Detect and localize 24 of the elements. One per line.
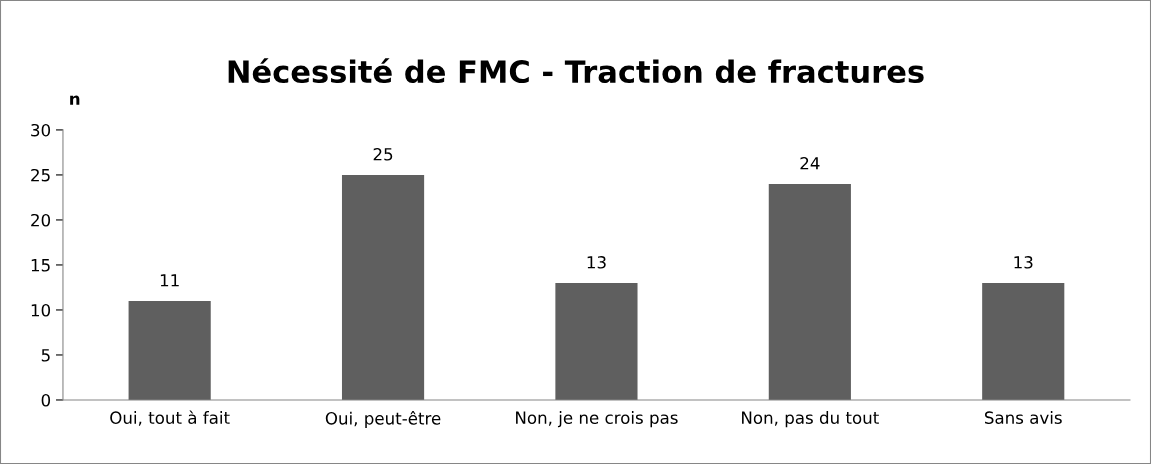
bar: [982, 282, 1065, 400]
bar: [341, 174, 425, 400]
data-label: 25: [373, 147, 393, 161]
data-label: 24: [800, 156, 820, 170]
bar: [768, 183, 851, 400]
x-tick-label: Oui, tout à fait: [110, 410, 230, 426]
bar: [128, 300, 211, 400]
chart-title: Nécessité de FMC - Traction de fractures: [228, 58, 924, 84]
x-tick-label: Oui, peut-être: [325, 411, 441, 428]
y-tick-label: 30: [31, 123, 51, 137]
data-label: 13: [1014, 256, 1033, 269]
data-label: 13: [587, 256, 606, 269]
x-tick-label: Non, je ne crois pas: [516, 411, 678, 428]
x-tick-label: Sans avis: [984, 411, 1062, 424]
data-label: 11: [160, 274, 179, 287]
y-tick-label: 20: [31, 213, 51, 227]
bar: [555, 282, 638, 400]
y-axis-title: n: [70, 95, 80, 105]
y-tick-label: 25: [31, 168, 50, 182]
y-tick-label: 15: [31, 259, 50, 272]
y-tick-label: 5: [41, 349, 50, 362]
y-tick-label: 0: [41, 393, 51, 407]
x-tick-label: Non, pas du tout: [742, 411, 879, 428]
y-tick-label: 10: [31, 303, 51, 317]
